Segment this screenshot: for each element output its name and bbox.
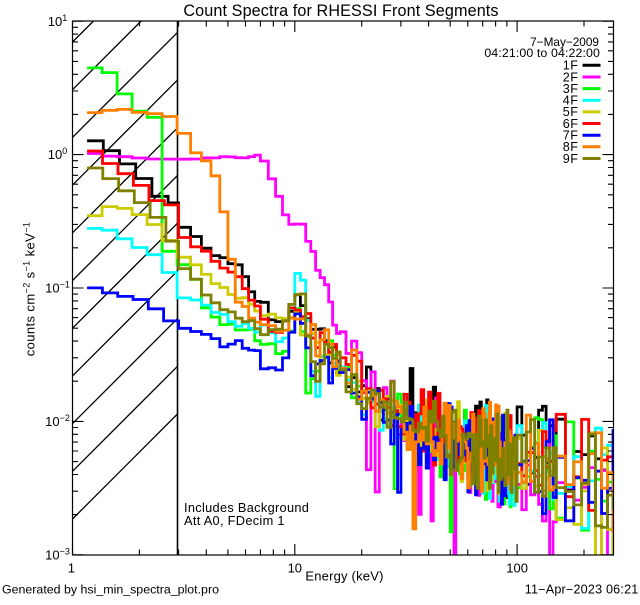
svg-text:6F: 6F [563,117,579,131]
svg-text:Includes Background: Includes Background [184,500,309,515]
svg-text:1: 1 [68,561,75,576]
svg-text:1F: 1F [563,59,579,73]
svg-text:Att A0, FDecim 1: Att A0, FDecim 1 [184,513,285,528]
svg-text:2F: 2F [563,70,579,84]
svg-text:counts cm−2 s−1 keV−1: counts cm−2 s−1 keV−1 [22,222,38,357]
svg-text:Count Spectra for RHESSI Front: Count Spectra for RHESSI Front Segments [183,2,498,20]
svg-text:5F: 5F [563,105,579,119]
svg-text:9F: 9F [563,152,579,166]
svg-text:7−May−2009: 7−May−2009 [530,35,599,49]
svg-text:Generated by hsi_min_spectra_p: Generated by hsi_min_spectra_plot.pro [2,583,219,597]
svg-text:100: 100 [506,561,528,576]
svg-text:7F: 7F [563,129,579,143]
svg-text:11−Apr−2023 06:21: 11−Apr−2023 06:21 [525,583,639,597]
svg-text:04:21:00 to 04:22:00: 04:21:00 to 04:22:00 [484,46,600,60]
svg-text:Energy (keV): Energy (keV) [305,569,383,584]
svg-text:3F: 3F [563,82,579,96]
svg-text:10: 10 [288,561,302,576]
svg-text:8F: 8F [563,140,579,154]
svg-text:4F: 4F [563,94,579,108]
